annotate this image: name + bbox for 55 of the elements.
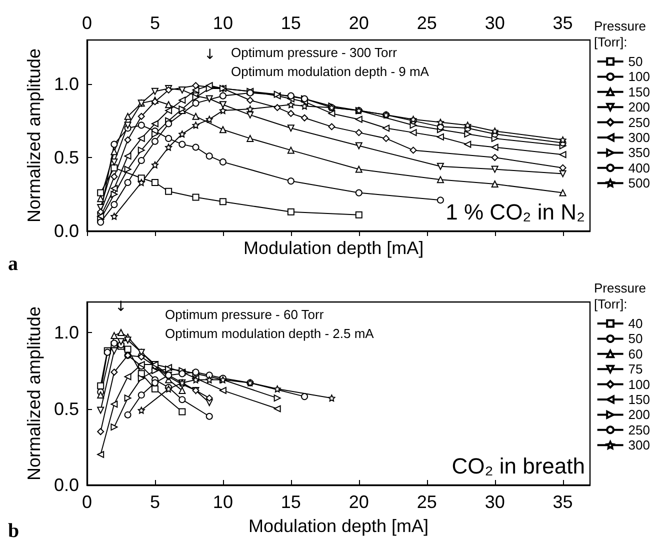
y-axis-title: Normalized amplitude bbox=[24, 48, 44, 223]
x-axis-title: Modulation depth [mA] bbox=[248, 516, 429, 536]
x-tick-label: 30 bbox=[484, 492, 505, 512]
legend-label: 75 bbox=[628, 362, 643, 377]
annotation: ↓ bbox=[204, 47, 216, 63]
y-axis-title: Normalized amplitude bbox=[24, 306, 44, 481]
annotation: CO₂ in breath bbox=[452, 454, 586, 478]
legend-label: 40 bbox=[628, 316, 643, 331]
legend-label: 350 bbox=[628, 145, 650, 160]
annotation: Optimum modulation depth - 9 mA bbox=[231, 64, 430, 79]
legend-title: Pressure [Torr]: bbox=[594, 280, 650, 312]
annotation: Optimum pressure - 60 Torr bbox=[165, 307, 324, 322]
legend-label: 50 bbox=[628, 54, 643, 69]
legend-label: 150 bbox=[628, 392, 650, 407]
x-tick-label: 30 bbox=[484, 13, 505, 33]
x-tick-label: 35 bbox=[552, 13, 573, 33]
x-tick-label: 0 bbox=[82, 492, 92, 512]
x-tick-label: 15 bbox=[280, 492, 301, 512]
x-tick-label: 10 bbox=[212, 492, 233, 512]
y-tick-label: 0.0 bbox=[54, 475, 79, 495]
legend-label: 60 bbox=[628, 346, 643, 362]
x-axis-title: Modulation depth [mA] bbox=[244, 238, 424, 258]
y-tick-label: 1.0 bbox=[54, 74, 79, 94]
text: b bbox=[8, 520, 20, 542]
legend-label: 500 bbox=[628, 176, 650, 191]
x-tick-label: 0 bbox=[82, 13, 92, 33]
x-tick-label: 10 bbox=[212, 13, 233, 33]
annotation: Optimum modulation depth - 2.5 mA bbox=[165, 326, 374, 341]
legend-title: Pressure [Torr]: bbox=[594, 18, 650, 50]
x-tick-label: 5 bbox=[150, 13, 160, 33]
y-tick-label: 0.5 bbox=[54, 148, 79, 168]
legend-label: 300 bbox=[628, 438, 650, 453]
legend-label: 100 bbox=[628, 69, 650, 84]
legend-label: 200 bbox=[628, 407, 650, 422]
y-tick-label: 0.5 bbox=[54, 398, 79, 419]
x-tick-label: 20 bbox=[348, 492, 369, 512]
legend-label: 250 bbox=[628, 114, 650, 130]
y-tick-label: 0.0 bbox=[54, 221, 79, 241]
x-tick-label: 35 bbox=[552, 492, 573, 512]
annotation: Optimum pressure - 300 Torr bbox=[231, 45, 398, 60]
legend-label: 50 bbox=[628, 331, 643, 346]
y-tick-label: 1.0 bbox=[54, 322, 79, 342]
x-tick-label: 15 bbox=[280, 13, 301, 33]
x-tick-label: 5 bbox=[150, 492, 160, 512]
x-tick-label: 20 bbox=[348, 13, 369, 33]
legend-label: 250 bbox=[628, 422, 650, 438]
legend-label: 400 bbox=[628, 160, 650, 176]
x-tick-label: 25 bbox=[416, 492, 437, 512]
legend-label: 300 bbox=[628, 130, 650, 145]
legend-label: 100 bbox=[628, 376, 650, 392]
annotation: 1 % CO₂ in N₂ bbox=[446, 200, 586, 224]
legend-label: 150 bbox=[628, 84, 650, 100]
text: a bbox=[8, 253, 18, 275]
x-tick-label: 25 bbox=[416, 13, 437, 33]
legend-label: 200 bbox=[628, 100, 650, 115]
